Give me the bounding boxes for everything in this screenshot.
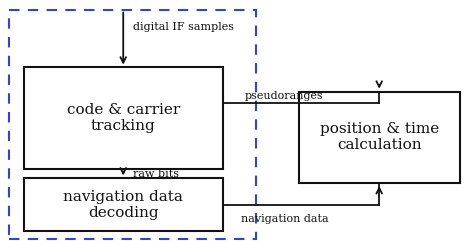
Bar bbox=[9, 10, 256, 239]
Bar bbox=[24, 178, 223, 231]
Text: code & carrier
tracking: code & carrier tracking bbox=[67, 103, 180, 133]
Text: navigation data
decoding: navigation data decoding bbox=[64, 190, 183, 220]
Bar bbox=[299, 92, 460, 183]
Text: navigation data: navigation data bbox=[241, 214, 328, 224]
Text: digital IF samples: digital IF samples bbox=[133, 21, 234, 32]
Text: position & time
calculation: position & time calculation bbox=[319, 122, 439, 153]
Text: pseudoranges: pseudoranges bbox=[245, 91, 324, 101]
Text: raw bits: raw bits bbox=[133, 168, 179, 179]
Bar bbox=[24, 67, 223, 169]
